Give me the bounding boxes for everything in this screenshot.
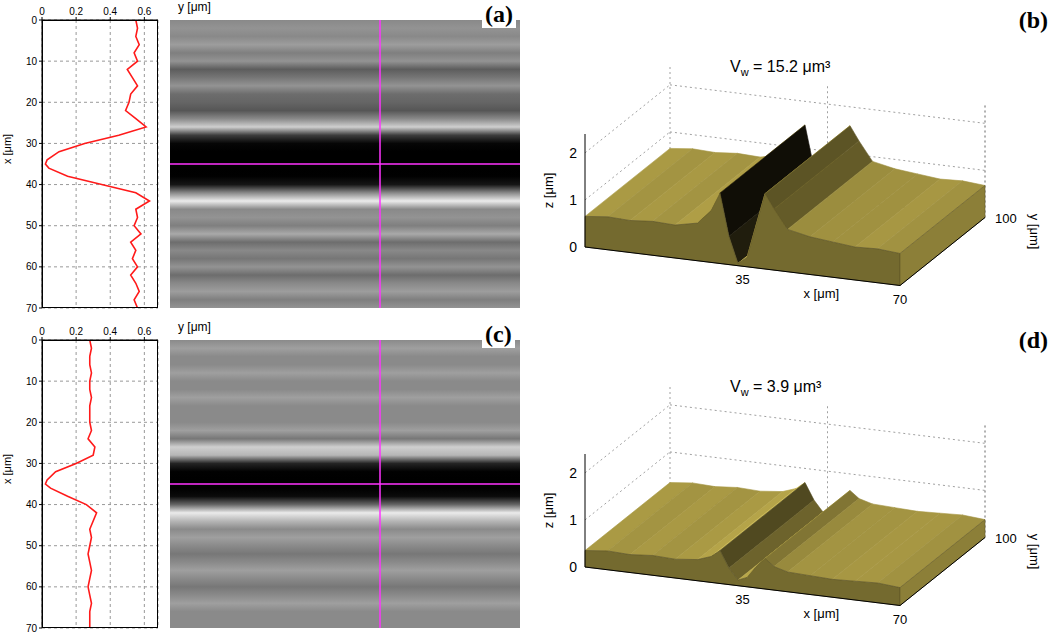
svg-text:30: 30: [26, 138, 38, 149]
svg-text:40: 40: [26, 179, 38, 190]
svg-text:1: 1: [569, 512, 577, 528]
svg-text:(b): (b): [1019, 7, 1048, 33]
svg-text:2: 2: [569, 465, 577, 481]
svg-text:100: 100: [995, 531, 1017, 546]
svg-text:0: 0: [39, 6, 45, 17]
svg-text:x [μm]: x [μm]: [803, 286, 839, 301]
svg-text:0.6: 0.6: [137, 6, 151, 17]
svg-text:0: 0: [39, 326, 45, 337]
svg-text:y [μm]: y [μm]: [1027, 214, 1042, 250]
svg-text:0.4: 0.4: [103, 6, 117, 17]
svg-text:20: 20: [26, 417, 38, 428]
svg-text:70: 70: [893, 612, 907, 627]
svg-text:0: 0: [569, 559, 577, 575]
svg-text:60: 60: [26, 581, 38, 592]
svg-text:z [μm]: z [μm]: [541, 493, 556, 529]
svg-text:1: 1: [569, 192, 577, 208]
svg-text:x [μm]: x [μm]: [1, 134, 13, 164]
svg-text:50: 50: [26, 220, 38, 231]
svg-text:(d): (d): [1019, 327, 1048, 353]
svg-text:35: 35: [735, 592, 749, 607]
svg-text:30: 30: [26, 458, 38, 469]
svg-text:100: 100: [995, 211, 1017, 226]
svg-text:x [μm]: x [μm]: [1, 454, 13, 484]
svg-text:40: 40: [26, 499, 38, 510]
svg-text:0.2: 0.2: [69, 326, 83, 337]
svg-text:z [μm]: z [μm]: [541, 173, 556, 209]
svg-text:x [μm]: x [μm]: [803, 606, 839, 621]
svg-text:0.6: 0.6: [137, 326, 151, 337]
svg-text:50: 50: [26, 540, 38, 551]
html-text:(c): (c): [485, 321, 512, 347]
svg-text:70: 70: [26, 623, 38, 634]
svg-text:60: 60: [26, 261, 38, 272]
svg-text:0: 0: [569, 239, 577, 255]
svg-text:70: 70: [26, 303, 38, 314]
svg-text:0: 0: [31, 335, 37, 346]
svg-text:70: 70: [893, 292, 907, 307]
svg-text:20: 20: [26, 97, 38, 108]
html-text:y [μm]: y [μm]: [178, 0, 211, 14]
svg-text:Vw = 15.2 μm³: Vw = 15.2 μm³: [730, 58, 831, 78]
svg-text:35: 35: [735, 272, 749, 287]
svg-text:y [μm]: y [μm]: [1027, 534, 1042, 570]
html-text:y [μm]: y [μm]: [178, 320, 211, 334]
svg-text:0.4: 0.4: [103, 326, 117, 337]
html-text:(a): (a): [485, 1, 513, 27]
svg-text:0: 0: [31, 15, 37, 26]
svg-text:0.2: 0.2: [69, 6, 83, 17]
svg-text:2: 2: [569, 145, 577, 161]
svg-text:10: 10: [26, 376, 38, 387]
svg-text:10: 10: [26, 56, 38, 67]
svg-text:Vw = 3.9 μm³: Vw = 3.9 μm³: [730, 378, 822, 398]
